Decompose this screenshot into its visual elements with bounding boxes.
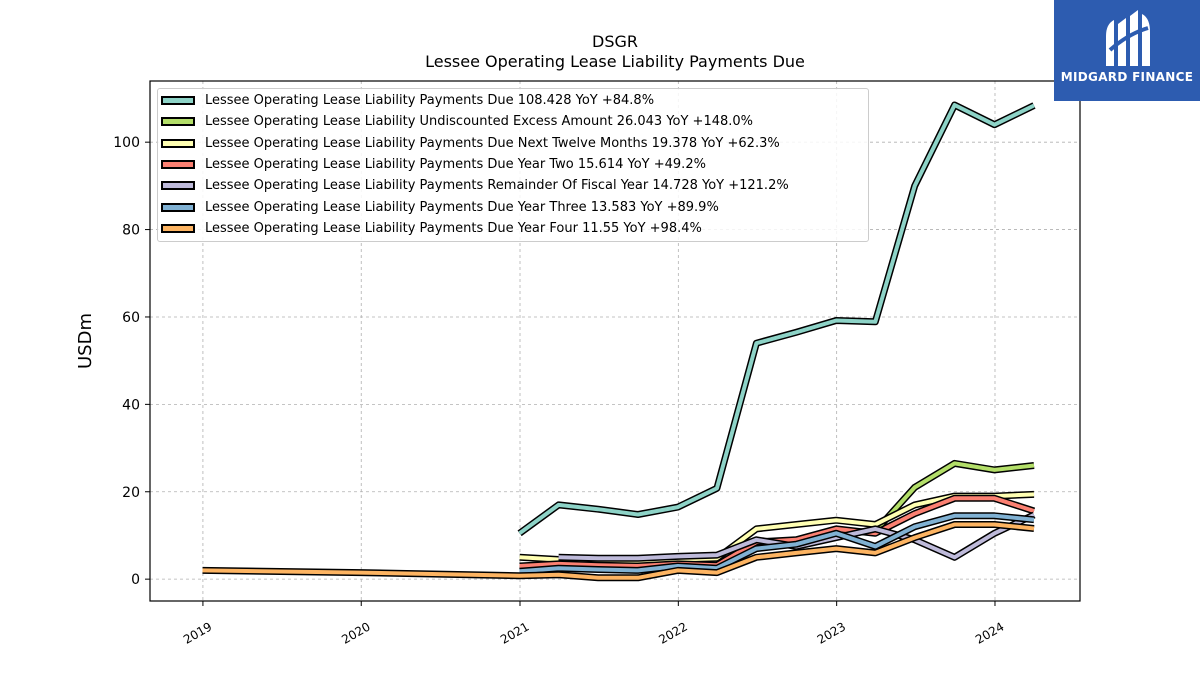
series-stroke [518,103,1035,535]
y-tick-label: 40 [122,397,140,413]
y-tick-label: 60 [122,310,140,326]
y-axis-label: USDm [75,313,96,369]
y-tick-label: 100 [113,135,140,151]
legend-entry: Lessee Operating Lease Liability Payment… [158,133,780,154]
series-stroke [519,513,1035,574]
x-tick-label: 2022 [656,619,689,646]
chart-legend: Lessee Operating Lease Liability Payment… [157,88,869,242]
y-axis: 0 20 40 60 80 100 [113,135,150,588]
legend-entry: Lessee Operating Lease Liability Payment… [158,154,706,175]
y-tick-label: 0 [131,572,140,588]
series-line-6 [519,512,1035,575]
legend-label: Lessee Operating Lease Liability Payment… [205,93,655,108]
legend-entry: Lessee Operating Lease Liability Payment… [158,197,719,218]
chart-ticker: DSGR [592,32,638,51]
series-line-1 [517,101,1036,537]
legend-entry: Lessee Operating Lease Liability Payment… [158,175,789,196]
legend-label: Lessee Operating Lease Liability Payment… [205,199,719,215]
legend-label: Lessee Operating Lease Liability Payment… [205,220,702,236]
x-tick-label: 2021 [498,619,531,646]
legend-label: Lessee Operating Lease Liability Payment… [205,178,789,194]
y-tick-label: 80 [122,223,140,239]
legend-label: Lessee Operating Lease Liability Payment… [205,156,706,172]
legend-swatch [161,96,195,105]
series-stroke [202,522,1035,580]
series-lines [202,101,1036,582]
series-line-7 [202,521,1035,582]
legend-swatch [161,181,195,191]
legend-swatch [161,202,195,212]
midgard-finance-logo: MIDGARD FINANCE [1054,0,1200,101]
plot-frame [149,80,1081,602]
legend-swatch [161,138,195,148]
legend-entry: Lessee Operating Lease Liability Undisco… [158,111,753,132]
legend-swatch [161,159,195,169]
x-tick-label: 2019 [181,619,214,646]
chart-title: Lessee Operating Lease Liability Payment… [425,52,805,71]
legend-label: Lessee Operating Lease Liability Undisco… [205,114,754,130]
legend-entry: Lessee Operating Lease Liability Payment… [158,218,702,239]
logo-text: MIDGARD FINANCE [1060,70,1194,84]
x-tick-label: 2020 [339,619,372,646]
legend-swatch [161,117,195,127]
x-tick-label: 2024 [973,619,1006,646]
legend-swatch [161,223,195,233]
legend-entry: Lessee Operating Lease Liability Payment… [158,90,654,111]
x-tick-label: 2023 [815,619,848,646]
y-tick-label: 20 [122,485,140,501]
x-axis: 2019 2020 2021 2022 2023 2024 [181,601,1006,647]
legend-label: Lessee Operating Lease Liability Payment… [205,135,780,151]
midgard-logo-icon [1106,10,1150,66]
